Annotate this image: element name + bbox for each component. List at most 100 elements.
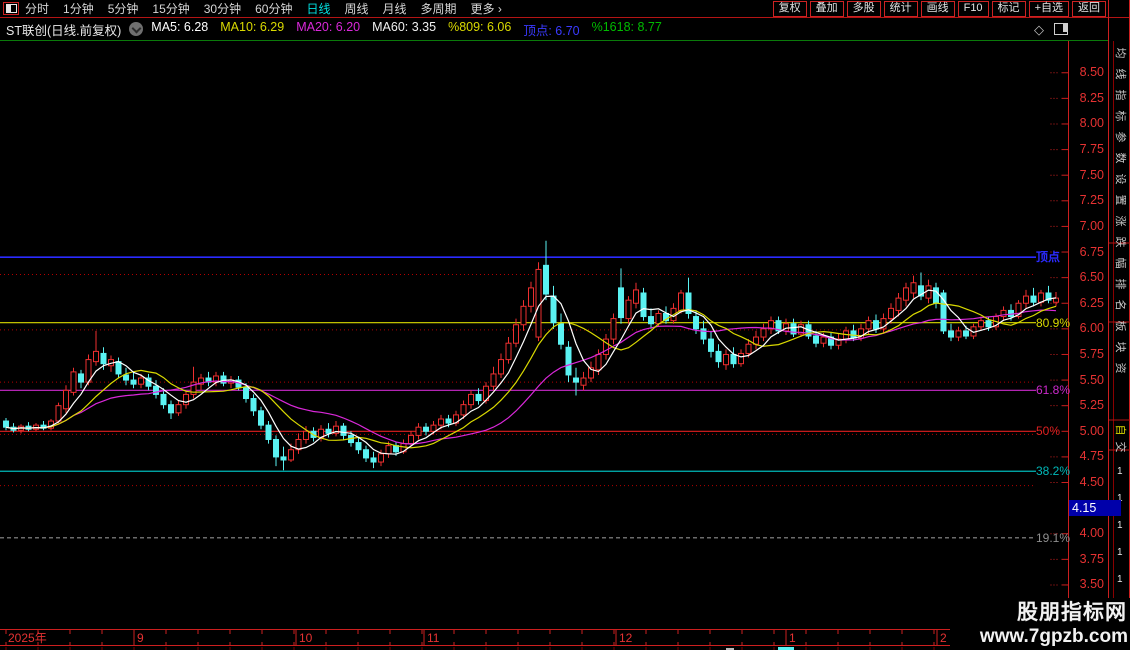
candle <box>3 420 9 428</box>
candle <box>198 377 204 385</box>
candle <box>910 282 917 294</box>
month-label: 2 <box>940 631 947 645</box>
strip-glyph[interactable]: 参 <box>1114 131 1126 143</box>
strip-glyph[interactable]: 排 <box>1114 278 1126 290</box>
candle <box>220 375 227 384</box>
strip-glyph[interactable]: 数 <box>1114 152 1126 164</box>
strip-glyph[interactable]: 交 <box>1114 441 1126 453</box>
collapse-chevron-icon[interactable] <box>129 22 144 36</box>
toolbar-button-2[interactable]: 多股 <box>846 0 881 17</box>
menu-item-5[interactable]: 60分钟 <box>255 2 293 16</box>
price-tick-label: 6.50 <box>1079 270 1104 285</box>
menu-item-2[interactable]: 5分钟 <box>107 2 139 16</box>
price-tick-label: 5.25 <box>1079 398 1104 413</box>
indicator-0: MA5: 6.28 <box>151 19 209 34</box>
strip-glyph[interactable]: 板 <box>1114 320 1126 332</box>
period-menubar: 分时 1分钟 5分钟 15分钟 30分钟 60分钟 日线 周线 月线 多周期 更多 › 复权 叠加 多股… <box>0 0 1130 18</box>
strip-digit: 1 <box>1117 520 1123 531</box>
candle <box>880 318 887 330</box>
strip-glyph[interactable]: 置 <box>1114 194 1126 206</box>
candle <box>745 343 752 354</box>
toolbar-button-6[interactable]: 标记 <box>991 0 1026 17</box>
indicator-1: MA10: 6.29 <box>220 19 285 34</box>
strip-glyph[interactable]: 均 <box>1114 47 1126 59</box>
candle <box>918 285 924 297</box>
toolbar-button-8[interactable]: 返回 <box>1072 0 1106 17</box>
watermark-site-name: 股朋指标网 <box>1017 601 1127 624</box>
strip-digit: 1 <box>1117 574 1123 585</box>
candle <box>760 328 767 338</box>
strip-glyph-highlight[interactable]: 自 <box>1114 424 1126 436</box>
toolbar-button-7[interactable]: +自选 <box>1028 0 1069 17</box>
candle <box>933 287 939 304</box>
candle <box>55 405 62 422</box>
candle <box>888 307 894 320</box>
candle <box>505 342 512 361</box>
window-split-icon[interactable] <box>1054 23 1068 35</box>
menu-item-8[interactable]: 月线 <box>382 2 407 16</box>
diamond-icon[interactable]: ◇ <box>1034 21 1044 37</box>
clipped-row-artifact <box>778 647 794 650</box>
toolbar-button-4[interactable]: 画线 <box>920 0 955 17</box>
menu-item-4[interactable]: 30分钟 <box>203 2 242 16</box>
month-label: 12 <box>619 631 633 645</box>
candle <box>640 292 647 318</box>
candle <box>858 328 864 339</box>
toolbar-button-5[interactable]: F10 <box>957 0 989 17</box>
candle <box>423 426 429 432</box>
menu-item-6[interactable]: 日线 <box>306 2 331 16</box>
fib-line-label: 61.8% <box>1036 383 1071 398</box>
fib-line-label: 19.1% <box>1036 530 1071 545</box>
strip-glyph[interactable]: 标 <box>1114 110 1126 122</box>
candle <box>685 292 692 314</box>
price-tick-label: 8.50 <box>1079 65 1104 80</box>
menu-item-3[interactable]: 15分钟 <box>152 2 190 16</box>
candle <box>280 456 287 461</box>
strip-digit: 1 <box>1117 466 1123 477</box>
candle <box>475 393 482 402</box>
menu-item-0[interactable]: 分时 <box>25 2 50 16</box>
price-tick-label: 8.25 <box>1079 90 1104 105</box>
candle <box>678 292 684 311</box>
strip-glyph[interactable]: 涨 <box>1114 215 1126 227</box>
price-tick-label: 8.00 <box>1079 116 1104 131</box>
window-layout-icon[interactable] <box>3 2 19 15</box>
strip-glyph[interactable]: 资 <box>1114 362 1126 374</box>
candle <box>948 330 954 338</box>
candle <box>565 346 572 376</box>
strip-glyph[interactable]: 块 <box>1114 341 1126 353</box>
menu-item-9[interactable]: 多周期 <box>420 2 457 16</box>
toolbar-button-3[interactable]: 统计 <box>883 0 918 17</box>
price-tick-label: 7.25 <box>1079 193 1104 208</box>
strip-glyph[interactable]: 设 <box>1114 173 1126 185</box>
candle <box>325 428 332 434</box>
menu-item-1[interactable]: 1分钟 <box>63 2 94 16</box>
candle <box>775 320 782 332</box>
strip-glyph[interactable]: 名 <box>1114 299 1126 311</box>
strip-glyph[interactable]: 指 <box>1114 89 1126 101</box>
candle <box>1045 292 1052 301</box>
candle <box>738 352 744 365</box>
candle <box>265 424 272 440</box>
strip-glyph[interactable]: 幅 <box>1114 257 1126 269</box>
price-tick-label: 7.75 <box>1079 142 1104 157</box>
month-label: 11 <box>427 631 440 645</box>
menu-item-7[interactable]: 周线 <box>344 2 369 16</box>
strip-glyph[interactable]: 跌 <box>1114 236 1126 248</box>
candle <box>288 449 294 461</box>
candle <box>355 442 362 451</box>
menu-item-10[interactable]: 更多 › <box>470 2 502 16</box>
candle <box>1023 295 1029 304</box>
candle <box>130 379 137 385</box>
symbol-title: ST联创(日线.前复权) <box>6 23 122 38</box>
candle <box>700 328 707 340</box>
toolbar-button-0[interactable]: 复权 <box>772 0 807 17</box>
candle <box>250 398 257 412</box>
indicator-header: ST联创(日线.前复权) MA5: 6.28 MA10: 6.29 MA20: 6.… <box>0 18 1108 41</box>
price-tick-label: 6.00 <box>1079 321 1104 336</box>
candle <box>580 377 587 386</box>
candle <box>903 287 909 301</box>
strip-glyph[interactable]: 线 <box>1114 68 1126 80</box>
toolbar-button-1[interactable]: 叠加 <box>809 0 844 17</box>
